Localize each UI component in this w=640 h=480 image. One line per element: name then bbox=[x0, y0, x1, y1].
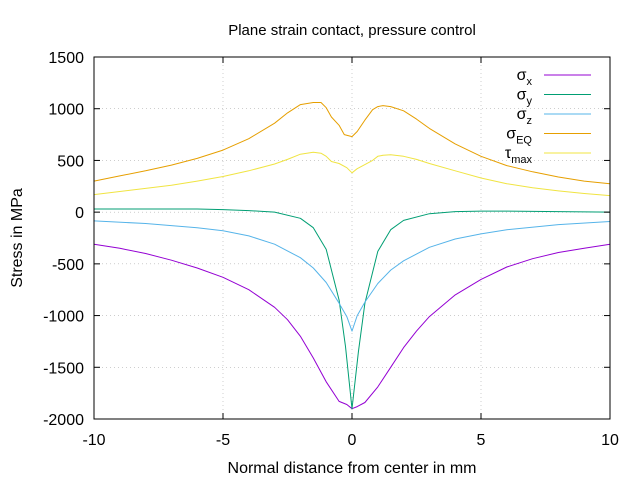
legend-label-1: σy bbox=[517, 87, 533, 108]
legend-label-3: σEQ bbox=[506, 126, 532, 147]
ticks: -10 -5 0 5 10 -2000 -1500 -1000 -500 0 500 1000 1500 bbox=[43, 50, 619, 449]
y-tick-label: 1000 bbox=[48, 102, 84, 119]
x-tick-label: -5 bbox=[216, 432, 230, 449]
y-tick-label: -1500 bbox=[43, 360, 84, 377]
x-tick-label: 0 bbox=[348, 432, 357, 449]
x-tick-label: -10 bbox=[82, 432, 105, 449]
series-layer bbox=[93, 102, 611, 410]
x-tick-label: 10 bbox=[601, 432, 619, 449]
series-line-3 bbox=[93, 102, 611, 185]
series-line-0 bbox=[93, 243, 611, 410]
y-tick-label: -2000 bbox=[43, 412, 84, 429]
chart-title: Plane strain contact, pressure control bbox=[228, 22, 476, 39]
y-tick-label: -1000 bbox=[43, 309, 84, 326]
y-tick-label: 500 bbox=[57, 153, 84, 170]
y-tick-label: -500 bbox=[52, 257, 84, 274]
y-tick-label: 0 bbox=[75, 205, 84, 222]
x-tick-label: 5 bbox=[477, 432, 486, 449]
series-line-1 bbox=[94, 208, 611, 410]
series-line-4 bbox=[93, 151, 611, 197]
grid bbox=[94, 57, 610, 419]
legend-label-0: σx bbox=[517, 67, 533, 88]
y-axis-label: Stress in MPa bbox=[9, 188, 26, 288]
y-tick-label: 1500 bbox=[48, 50, 84, 67]
series-line-2 bbox=[93, 220, 611, 332]
legend-label-4: τmax bbox=[505, 145, 533, 166]
legend-label-2: σz bbox=[517, 106, 532, 127]
x-axis-label: Normal distance from center in mm bbox=[228, 460, 477, 477]
